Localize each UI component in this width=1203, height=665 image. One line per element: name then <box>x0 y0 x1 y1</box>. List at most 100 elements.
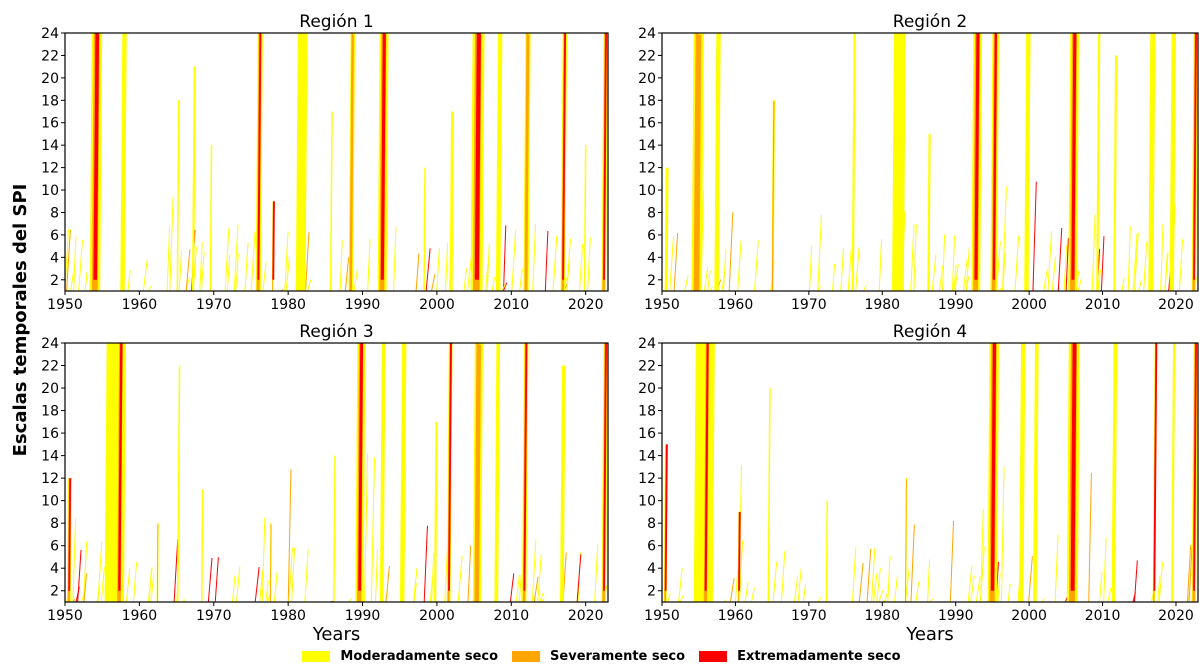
episode-band-moderado <box>714 33 721 291</box>
axes-frame <box>64 32 609 292</box>
noise-streak <box>1065 238 1069 291</box>
episode-band-severo <box>771 100 775 291</box>
episode-band-extremo <box>603 33 607 280</box>
noise-streak <box>1132 233 1138 291</box>
noise-streak <box>1014 236 1020 291</box>
episode-band-extremo <box>68 478 72 591</box>
noise-streak <box>1138 280 1142 291</box>
noise-streak <box>566 238 571 291</box>
noise-streak <box>673 232 679 291</box>
noise-streak <box>915 581 920 602</box>
episode-band-moderado <box>423 167 426 291</box>
episode-band-extremo <box>1193 33 1197 280</box>
noise-streak <box>66 229 71 291</box>
noise-streak <box>1007 583 1011 602</box>
noise-streak <box>254 567 260 602</box>
noise-streak <box>754 240 759 291</box>
noise-streak <box>954 263 959 291</box>
noise-streak <box>817 214 822 291</box>
episode-band-extremo <box>523 343 528 591</box>
y-tick-label: 22 <box>638 48 656 64</box>
noise-streak <box>884 594 888 602</box>
noise-streak <box>509 573 515 602</box>
legend-label-severo: Severamente seco <box>550 649 686 664</box>
noise-streak <box>73 236 77 291</box>
episode-band-severo <box>269 523 272 602</box>
axes-frame <box>661 342 1199 603</box>
x-tick-label: 1990 <box>938 608 974 624</box>
noise-streak <box>997 573 1001 602</box>
x-tick-label: 1950 <box>47 297 83 313</box>
y-tick-label: 16 <box>41 426 59 442</box>
noise-streak <box>501 283 507 291</box>
episode-band-moderado <box>1171 343 1176 602</box>
noise-streak <box>1100 236 1105 291</box>
y-tick-label: 14 <box>41 449 59 465</box>
y-tick-label: 8 <box>50 205 59 221</box>
noise-streak <box>533 576 539 602</box>
noise-streak <box>539 592 544 602</box>
noise-streak <box>587 237 591 291</box>
y-tick-label: 12 <box>638 471 656 487</box>
noise-streak <box>273 571 278 602</box>
episode-band-moderado <box>1169 33 1176 291</box>
legend-label-extremo: Extremadamente seco <box>737 649 901 664</box>
y-tick-label: 4 <box>647 250 656 266</box>
noise-streak <box>235 253 239 291</box>
noise-streak <box>250 231 256 291</box>
noise-streak <box>147 285 153 291</box>
noise-streak <box>962 260 968 291</box>
noise-streak <box>684 275 689 291</box>
y-tick-label: 12 <box>41 161 59 177</box>
y-tick-label: 22 <box>41 359 59 375</box>
noise-streak <box>1099 571 1103 602</box>
noise-streak <box>226 254 231 291</box>
noise-streak <box>951 235 956 291</box>
noise-streak <box>979 547 985 602</box>
y-tick-label: 2 <box>50 273 59 289</box>
noise-streak <box>1043 269 1048 291</box>
noise-streak <box>552 235 558 291</box>
y-tick-label: 2 <box>647 273 656 289</box>
episode-band-extremo <box>358 343 364 591</box>
episode-band-moderado <box>176 100 180 291</box>
noise-streak <box>244 242 249 291</box>
noise-streak <box>83 573 87 602</box>
axes-frame <box>64 342 609 603</box>
episode-band-severo <box>524 33 530 291</box>
episode-band-extremo <box>272 201 275 280</box>
x-tick-label: 2020 <box>568 608 604 624</box>
x-tick-label: 1950 <box>644 297 680 313</box>
noise-streak <box>847 250 852 291</box>
panel-marks <box>663 343 1198 602</box>
axes-frame <box>661 32 1199 292</box>
noise-streak <box>855 246 860 291</box>
x-tick-label: 2020 <box>1158 608 1194 624</box>
y-tick-label: 20 <box>41 71 59 87</box>
episode-band-extremo <box>562 33 567 280</box>
noise-streak <box>832 263 836 291</box>
x-tick-label: 1970 <box>196 608 232 624</box>
x-tick-label: 1960 <box>718 608 754 624</box>
noise-streak <box>503 225 507 291</box>
noise-streak <box>816 285 822 291</box>
episode-band-moderado <box>1096 33 1101 291</box>
episode-band-moderado <box>191 66 196 291</box>
noise-streak <box>425 248 431 291</box>
noise-streak <box>97 541 103 602</box>
episode-band-moderado <box>1033 343 1039 602</box>
noise-streak <box>284 231 289 291</box>
noise-streak <box>780 550 786 602</box>
noise-streak <box>1000 466 1005 602</box>
y-tick-label: 22 <box>41 48 59 64</box>
noise-streak <box>667 592 671 602</box>
episode-band-moderado <box>200 489 204 602</box>
noise-streak <box>307 279 312 291</box>
y-tick-label: 8 <box>647 516 656 532</box>
panel-title: Región 3 <box>299 322 373 342</box>
noise-streak <box>1051 256 1056 291</box>
y-tick-label: 14 <box>638 138 656 154</box>
noise-streak <box>100 566 105 602</box>
